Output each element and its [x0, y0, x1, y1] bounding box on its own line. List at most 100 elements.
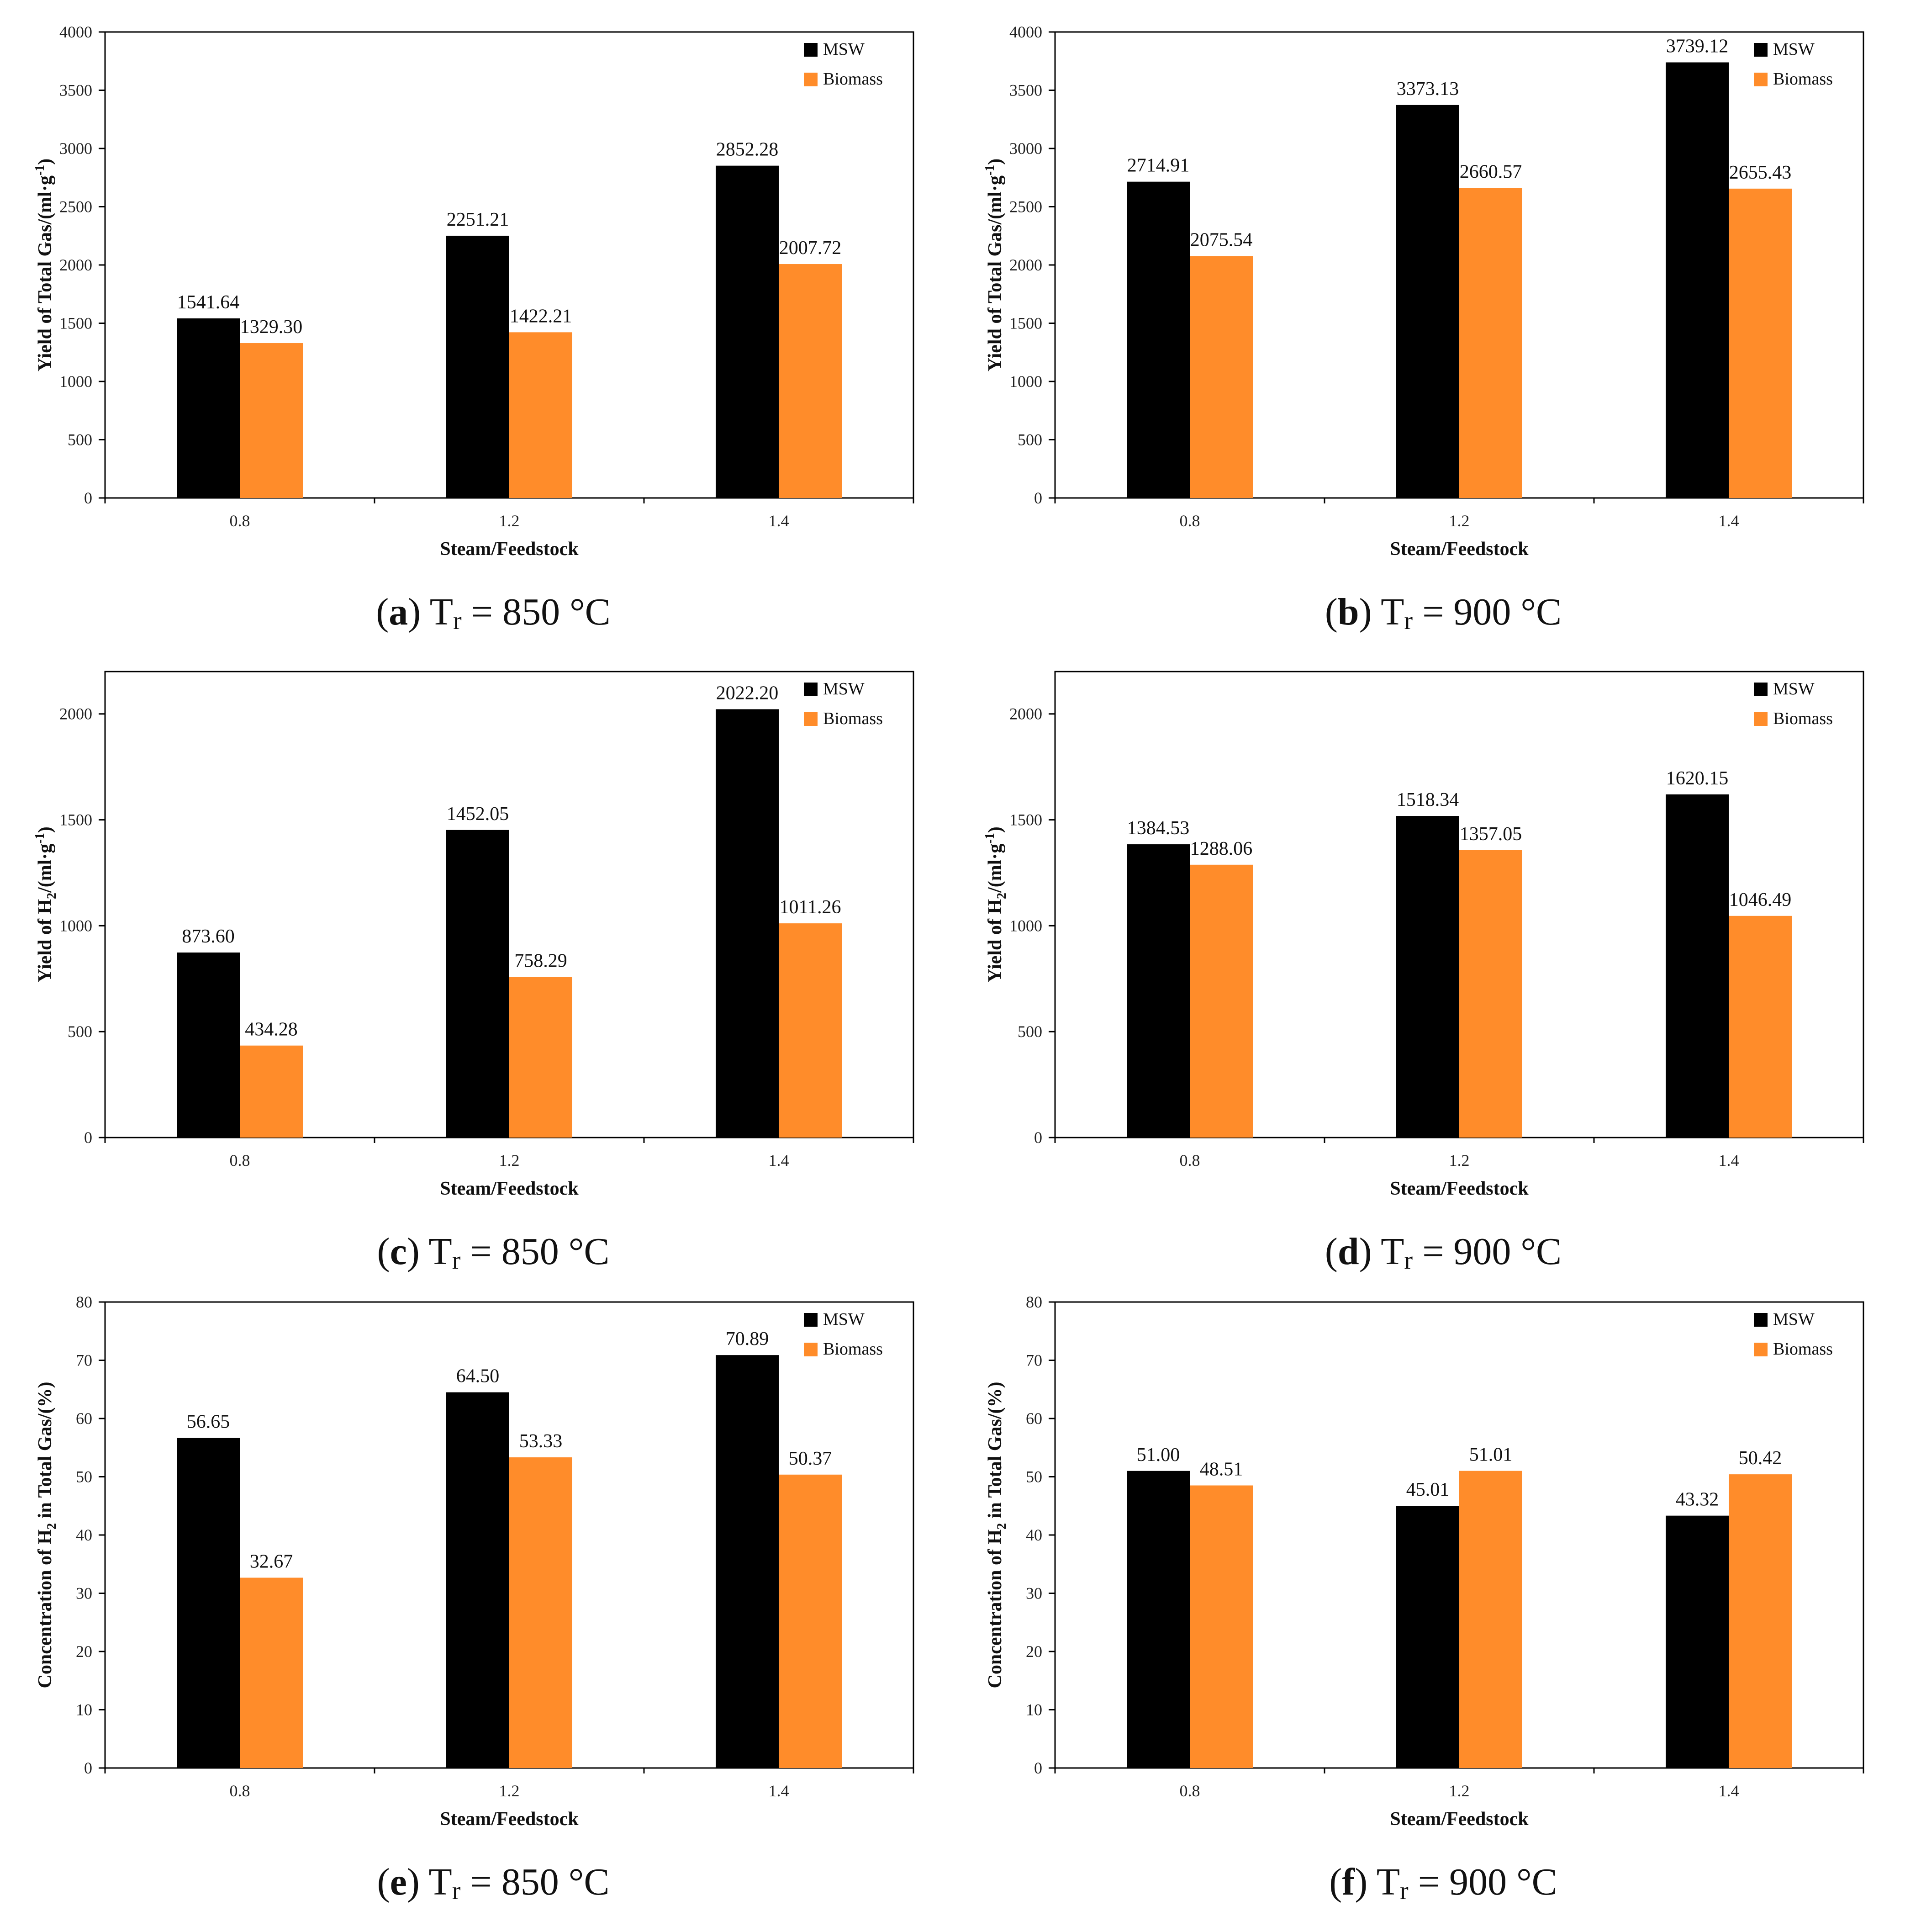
y-tick-label: 3000 — [1009, 139, 1042, 158]
y-tick-label: 500 — [68, 1022, 92, 1041]
data-label: 70.89 — [726, 1329, 769, 1350]
legend-swatch-msw — [804, 43, 818, 57]
legend-swatch-msw — [804, 1313, 818, 1327]
data-label: 434.28 — [245, 1019, 298, 1040]
data-label: 1452.05 — [447, 804, 509, 825]
y-tick-label: 1500 — [1009, 811, 1042, 829]
legend-swatch-biomass — [804, 712, 818, 726]
bar-msw-1.2 — [1396, 816, 1459, 1138]
x-tick-label: 0.8 — [1180, 512, 1200, 530]
bar-biomass-1.4 — [1729, 1474, 1792, 1768]
data-label: 2251.21 — [447, 209, 509, 230]
legend-label-msw: MSW — [1773, 1310, 1815, 1329]
y-tick-label: 0 — [84, 1128, 92, 1147]
bar-msw-0.8 — [177, 318, 240, 498]
y-tick-label: 0 — [84, 489, 92, 507]
y-tick-label: 60 — [76, 1409, 92, 1428]
data-label: 51.01 — [1469, 1445, 1513, 1466]
y-axis-title: Yield of Total Gas/(ml·g-1) — [33, 159, 56, 371]
legend-label-msw: MSW — [823, 40, 865, 59]
bar-msw-1.4 — [716, 709, 779, 1138]
data-label: 2007.72 — [779, 238, 842, 259]
x-tick-label: 1.4 — [769, 1782, 789, 1800]
y-tick-label: 1000 — [59, 372, 92, 391]
data-label: 45.01 — [1406, 1479, 1450, 1500]
data-label: 48.51 — [1200, 1459, 1243, 1480]
y-tick-label: 500 — [1018, 431, 1042, 449]
bar-msw-1.2 — [1396, 1506, 1459, 1768]
y-tick-label: 0 — [84, 1759, 92, 1777]
y-axis-title: Yield of H2/(ml·g-1) — [983, 826, 1009, 982]
bar-biomass-1.4 — [779, 264, 842, 498]
chart-panel-b: 0 500 1000 1500 2000 2500 3000 3500 4000 0.8 2714.… — [968, 18, 1918, 653]
y-tick-label: 1000 — [1009, 916, 1042, 935]
legend-swatch-msw — [1754, 683, 1768, 696]
chart-panel-c: 0 500 1000 1500 2000 0.8 873.60 434.28 1.2 1452.0… — [18, 658, 968, 1293]
y-tick-label: 4000 — [59, 23, 92, 41]
legend-label-biomass: Biomass — [823, 69, 883, 89]
bar-msw-1.4 — [716, 165, 779, 498]
x-axis-title: Steam/Feedstock — [440, 1178, 579, 1199]
bar-msw-0.8 — [177, 952, 240, 1138]
legend-label-msw: MSW — [1773, 679, 1815, 699]
caption-b: (b) Tr = 900 °C — [1325, 591, 1562, 635]
data-label: 1620.15 — [1666, 768, 1729, 789]
legend-label-biomass: Biomass — [1773, 69, 1833, 89]
data-label: 1384.53 — [1127, 818, 1190, 839]
legend-swatch-biomass — [1754, 1343, 1768, 1356]
data-label: 2714.91 — [1127, 155, 1190, 176]
legend-label-biomass: Biomass — [1773, 709, 1833, 728]
x-axis-title: Steam/Feedstock — [440, 1809, 579, 1830]
legend-label-biomass: Biomass — [823, 1339, 883, 1359]
bar-msw-1.4 — [1666, 1515, 1729, 1768]
chart-c-svg: 0 500 1000 1500 2000 0.8 873.60 434.28 1.2 1452.0… — [33, 671, 914, 1199]
y-tick-label: 10 — [76, 1701, 92, 1719]
legend-label-msw: MSW — [1773, 40, 1815, 59]
data-label: 2022.20 — [716, 683, 779, 704]
data-label: 1422.21 — [510, 306, 572, 327]
y-tick-label: 40 — [1026, 1526, 1042, 1544]
bar-biomass-0.8 — [1190, 256, 1253, 498]
bar-msw-1.2 — [1396, 105, 1459, 498]
bar-biomass-0.8 — [240, 343, 303, 498]
y-axis-title: Concentration of H2 in Total Gas/(%) — [35, 1382, 59, 1689]
caption-d: (d) Tr = 900 °C — [1325, 1230, 1562, 1275]
x-tick-label: 0.8 — [230, 1151, 250, 1170]
y-tick-label: 2000 — [59, 705, 92, 723]
bar-msw-1.2 — [446, 235, 509, 498]
y-axis-title: Concentration of H2 in Total Gas/(%) — [985, 1382, 1009, 1689]
bar-biomass-1.2 — [509, 977, 572, 1138]
y-tick-label: 80 — [76, 1293, 92, 1311]
data-label: 32.67 — [250, 1551, 293, 1572]
x-tick-label: 0.8 — [230, 512, 250, 530]
legend-swatch-biomass — [1754, 73, 1768, 86]
x-axis-title: Steam/Feedstock — [1390, 539, 1529, 560]
data-label: 1288.06 — [1190, 838, 1253, 859]
y-tick-label: 500 — [1018, 1022, 1042, 1041]
y-tick-label: 2500 — [1009, 198, 1042, 216]
data-label: 1011.26 — [780, 897, 841, 918]
bar-biomass-0.8 — [1190, 864, 1253, 1138]
legend-label-biomass: Biomass — [823, 709, 883, 728]
data-label: 2660.57 — [1460, 162, 1522, 183]
y-tick-label: 3500 — [1009, 81, 1042, 100]
y-tick-label: 30 — [76, 1584, 92, 1603]
legend-label-msw: MSW — [823, 1310, 865, 1329]
x-tick-label: 1.2 — [499, 1151, 520, 1170]
data-label: 2075.54 — [1190, 230, 1253, 251]
bar-msw-0.8 — [1127, 1471, 1190, 1768]
legend-swatch-biomass — [804, 73, 818, 86]
chart-f-svg: 0 10 20 30 40 50 60 70 80 0.8 51.00 48.51 1.2 45.01 51… — [985, 1293, 1864, 1830]
bar-msw-1.4 — [1666, 62, 1729, 498]
legend-swatch-msw — [804, 683, 818, 696]
chart-panel-a: 0 500 1000 1500 2000 2500 3000 3500 4000 0.8 1541.… — [18, 18, 968, 653]
x-tick-label: 0.8 — [230, 1782, 250, 1800]
y-axis-title: Yield of H2/(ml·g-1) — [33, 826, 59, 982]
x-tick-label: 1.4 — [769, 512, 789, 530]
y-tick-label: 0 — [1034, 1759, 1042, 1777]
y-tick-label: 70 — [76, 1351, 92, 1370]
bar-biomass-1.2 — [1459, 850, 1522, 1138]
y-tick-label: 3500 — [59, 81, 92, 100]
legend-swatch-biomass — [804, 1343, 818, 1356]
y-tick-label: 30 — [1026, 1584, 1042, 1603]
